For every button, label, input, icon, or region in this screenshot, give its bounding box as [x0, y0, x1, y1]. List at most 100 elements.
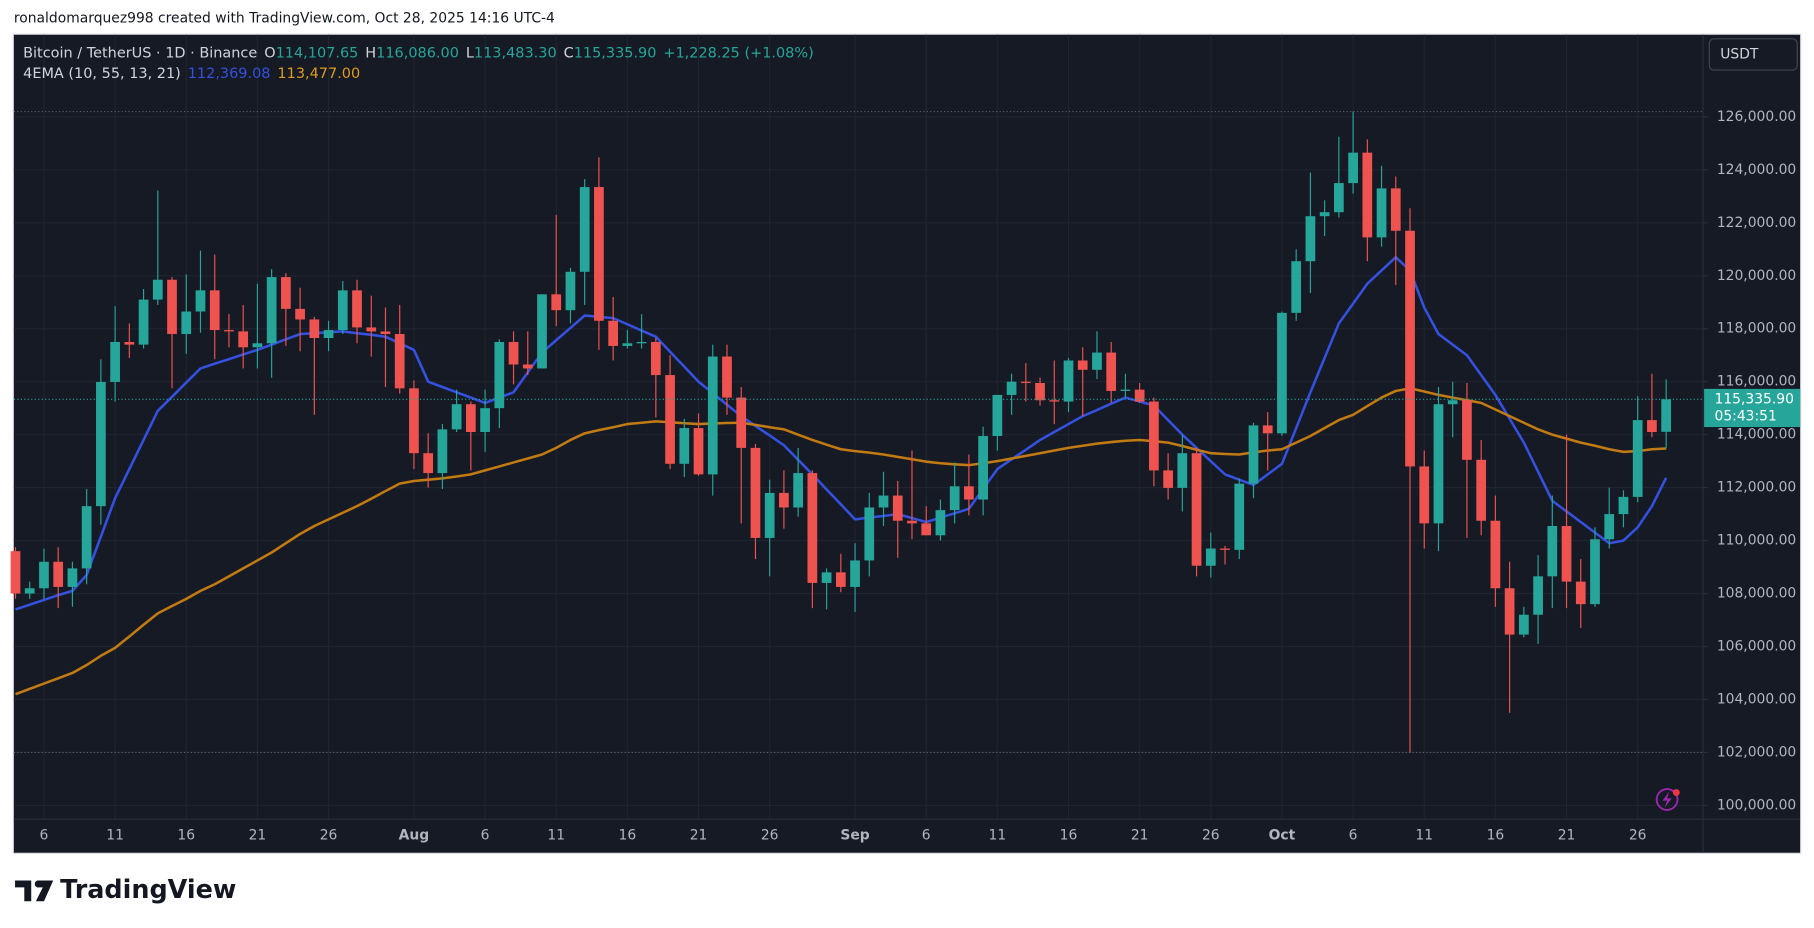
candle-body: [1490, 520, 1501, 589]
candle-body: [1163, 470, 1173, 488]
candle-body: [465, 404, 476, 433]
candle-body: [1035, 383, 1045, 401]
candle-body: [579, 187, 590, 272]
candle-body: [337, 290, 348, 331]
candle-body: [1291, 261, 1302, 313]
candle-body: [1006, 381, 1017, 395]
candle-body: [693, 428, 704, 475]
y-tick-label: 110,000.00: [1717, 533, 1796, 549]
candle-body: [565, 271, 576, 311]
candle-body: [409, 388, 419, 454]
candle-body: [81, 506, 92, 569]
candle-body: [494, 341, 505, 409]
y-tick-label: 114,000.00: [1717, 427, 1796, 443]
candle-body: [309, 319, 320, 339]
candle-body: [1390, 188, 1401, 231]
x-tick-label: 16: [619, 827, 637, 843]
logo-dot: [34, 880, 42, 888]
candle-body: [1376, 188, 1387, 238]
candle-body: [750, 447, 761, 538]
candle-body: [124, 341, 135, 345]
plot: [10, 111, 1703, 754]
top-note: ronaldomarquez998 created with TradingVi…: [14, 11, 555, 27]
candle-body: [722, 356, 732, 398]
alert-icon-dot[interactable]: [1672, 789, 1680, 797]
candle-body: [1604, 514, 1615, 540]
open-value: 114,107.65: [276, 45, 359, 61]
candle-body: [622, 343, 633, 346]
x-tick-label: 11: [547, 827, 565, 843]
candle-body: [522, 364, 533, 369]
axes: 100,000.00 102,000.00 104,000.00 106,000.00…: [40, 109, 1801, 843]
candle-body: [935, 510, 946, 536]
candle-body: [1177, 453, 1188, 488]
candle-body: [1234, 483, 1245, 550]
candle-body: [537, 294, 547, 369]
candle-body: [1262, 425, 1273, 434]
candle-body: [707, 356, 718, 475]
candle-body: [907, 520, 917, 524]
candle-body: [1647, 420, 1657, 433]
candle-body: [96, 381, 106, 507]
y-tick-label: 108,000.00: [1717, 586, 1796, 602]
candle-body: [352, 290, 362, 328]
chart-panel: [12, 33, 1802, 854]
candle-body: [167, 279, 177, 335]
candle-body: [1405, 230, 1415, 467]
y-tick-label: 120,000.00: [1717, 268, 1796, 284]
y-tick-label: 122,000.00: [1717, 215, 1796, 231]
ema-line: [15, 387, 1667, 696]
ema-line: [15, 255, 1668, 611]
candle-body: [67, 568, 78, 587]
candle-body: [835, 572, 846, 587]
candle-body: [736, 397, 747, 448]
currency-button-label[interactable]: USDT: [1720, 46, 1759, 62]
y-tick-label: 102,000.00: [1717, 744, 1796, 760]
candle-body: [992, 394, 1003, 436]
x-tick-label: 21: [1558, 827, 1576, 843]
x-tick-label: 16: [1487, 827, 1505, 843]
y-tick-label: 106,000.00: [1717, 639, 1796, 655]
candle-body: [195, 290, 206, 312]
close-label: C: [564, 45, 574, 61]
candle-body: [295, 308, 305, 320]
x-tick-label: 16: [1060, 827, 1078, 843]
candle-body: [878, 495, 889, 508]
alert-icon[interactable]: [1655, 788, 1680, 811]
candle-body: [1618, 496, 1629, 515]
low-value: 113,483.30: [474, 45, 557, 61]
y-tick-label: 126,000.00: [1717, 109, 1796, 125]
candle-body: [594, 187, 604, 321]
y-tick-label: 112,000.00: [1717, 480, 1796, 496]
candle-body: [437, 429, 448, 474]
candle-body: [636, 341, 647, 344]
candle-body: [1277, 312, 1287, 434]
candle-body: [323, 330, 334, 339]
x-tick-label: 11: [1415, 827, 1433, 843]
candle-body: [679, 428, 690, 464]
candle-body: [551, 294, 562, 311]
x-tick-label: 21: [249, 827, 267, 843]
low-label: L: [466, 45, 474, 61]
candle-body: [1348, 152, 1358, 184]
candle-body: [423, 453, 434, 474]
candle-body: [181, 311, 192, 335]
x-tick-label: 6: [40, 827, 49, 843]
x-tick-label: Oct: [1269, 827, 1296, 843]
candle-body: [1191, 453, 1202, 566]
candle-body: [281, 277, 291, 309]
candle-body: [1447, 400, 1458, 405]
candle-body: [1575, 581, 1586, 605]
alert-icon-ring[interactable]: [1655, 788, 1679, 811]
candle-body: [266, 277, 277, 344]
currency-button[interactable]: [1708, 38, 1798, 71]
candle-body: [1134, 389, 1145, 402]
x-tick-label: 6: [922, 827, 931, 843]
candle-body: [1049, 400, 1060, 402]
x-tick-label: 6: [1349, 827, 1358, 843]
candle-body: [892, 495, 903, 521]
candle-body: [807, 473, 818, 583]
candle-body: [608, 320, 619, 346]
candle-body: [1248, 425, 1259, 484]
alert-icon-bolt[interactable]: [1662, 791, 1672, 808]
